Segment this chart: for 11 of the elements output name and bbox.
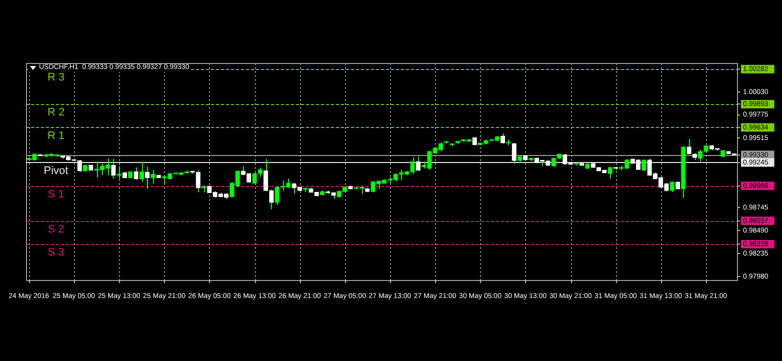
ref-line-label: Pivot (44, 165, 68, 178)
ref-line-label: S 1 (48, 188, 64, 200)
ref-line-label: R 2 (47, 106, 65, 119)
candlestick (258, 166, 263, 178)
ref-line-label: S 2 (48, 223, 64, 236)
candlestick (608, 166, 612, 180)
ref-line-label: R 3 (47, 72, 65, 84)
candlestick (139, 161, 144, 183)
ref-line-label: S 3 (48, 246, 64, 259)
ref-line-label: R 1 (47, 130, 65, 142)
candlestick (150, 170, 156, 184)
